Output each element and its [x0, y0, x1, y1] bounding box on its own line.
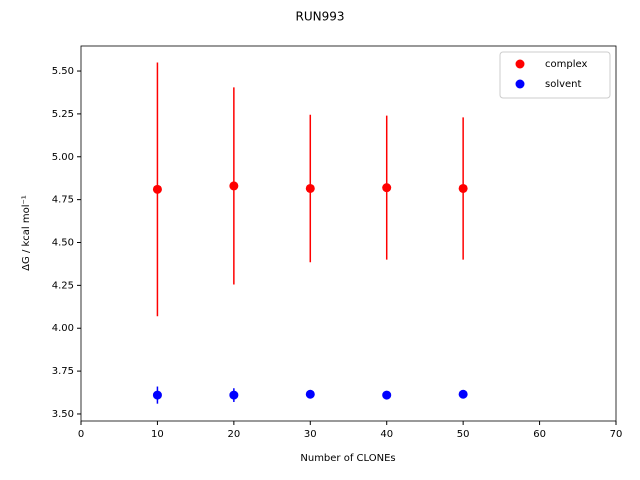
x-tick-label: 0 — [78, 429, 84, 440]
x-tick-label: 70 — [610, 429, 623, 440]
x-tick-label: 60 — [533, 429, 546, 440]
y-tick-label: 5.25 — [52, 109, 74, 120]
y-tick-label: 5.00 — [52, 152, 74, 163]
x-tick-label: 50 — [457, 429, 470, 440]
legend-label: solvent — [545, 79, 582, 90]
y-tick-label: 3.50 — [52, 409, 74, 420]
point — [458, 183, 468, 193]
y-tick-label: 4.25 — [52, 280, 74, 291]
point — [229, 390, 239, 400]
legend-marker — [515, 79, 525, 89]
y-tick-label: 3.75 — [52, 366, 74, 377]
y-tick-label: 5.50 — [52, 66, 74, 77]
legend-label: complex — [545, 59, 587, 70]
point — [382, 390, 392, 400]
legend-box — [499, 51, 611, 99]
y-tick-label: 4.50 — [52, 238, 74, 249]
y-axis-label: ΔG / kcal mol⁻¹ — [21, 195, 32, 271]
x-tick-label: 30 — [304, 429, 317, 440]
x-tick-label: 20 — [227, 429, 240, 440]
point — [152, 184, 162, 194]
point — [152, 390, 162, 400]
axes-frame — [80, 45, 617, 422]
y-tick-label: 4.00 — [52, 323, 74, 334]
point — [382, 183, 392, 193]
point — [229, 181, 239, 191]
point — [305, 389, 315, 399]
x-axis-label: Number of CLONEs — [300, 453, 395, 464]
x-tick-label: 10 — [151, 429, 164, 440]
point — [305, 183, 315, 193]
x-tick-label: 40 — [380, 429, 393, 440]
legend-marker — [515, 59, 525, 69]
point — [458, 389, 468, 399]
chart-title: RUN993 — [295, 10, 344, 24]
y-tick-label: 4.75 — [52, 195, 74, 206]
